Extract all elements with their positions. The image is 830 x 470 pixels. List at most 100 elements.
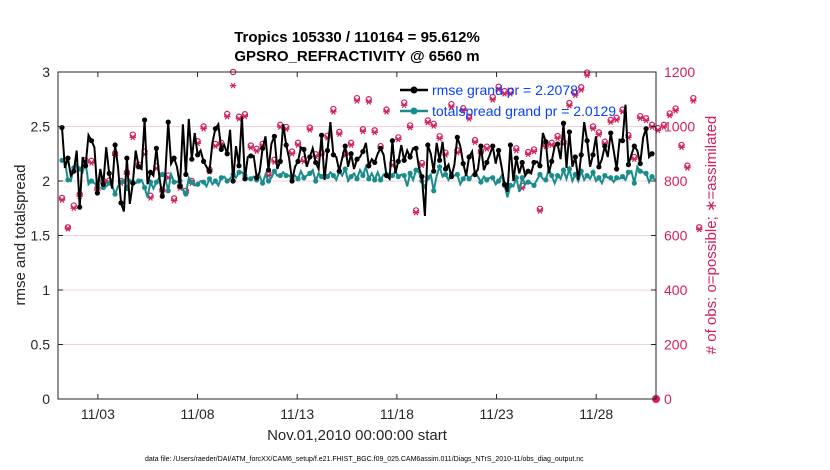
obs-assimilated-marker xyxy=(536,208,544,214)
rmse-point xyxy=(130,180,136,186)
rmse-point xyxy=(118,200,124,206)
obs-assimilated-marker xyxy=(253,148,260,154)
totalspread-point xyxy=(318,174,325,180)
obs-assimilated-marker xyxy=(507,90,514,97)
rmse-point xyxy=(478,143,484,149)
rmse-point xyxy=(336,168,342,174)
rmse-point xyxy=(136,164,142,170)
rmse-point xyxy=(490,143,496,149)
totalspread-point xyxy=(395,174,401,180)
totalspread-point xyxy=(354,176,360,182)
rmse-point xyxy=(566,129,573,135)
totalspread-point xyxy=(212,178,218,184)
totalspread-point xyxy=(330,172,336,179)
totalspread-point xyxy=(236,169,242,175)
y-tick-label: 2.5 xyxy=(31,119,51,135)
totalspread-point xyxy=(348,174,354,180)
rmse-point xyxy=(448,174,455,180)
rmse-point xyxy=(602,143,608,149)
rmse-point xyxy=(183,171,189,178)
rmse-point xyxy=(378,145,384,151)
totalspread-point xyxy=(531,182,537,188)
obs-assimilated-marker xyxy=(247,144,254,151)
totalspread-point xyxy=(224,178,230,184)
x-tick-label: 11/13 xyxy=(280,406,314,422)
rmse-point xyxy=(124,155,130,161)
rmse-point xyxy=(531,159,537,166)
totalspread-point xyxy=(301,175,307,181)
totalspread-point xyxy=(602,172,608,179)
obs-assimilated-marker xyxy=(554,135,561,142)
obs-assimilated-marker xyxy=(578,87,585,93)
x-tick-label: 11/03 xyxy=(81,406,115,422)
rmse-point xyxy=(543,139,549,145)
obs-assimilated-marker xyxy=(353,97,361,104)
totalspread-point xyxy=(560,167,567,173)
totalspread-point xyxy=(631,180,637,186)
rmse-point xyxy=(608,130,614,136)
rmse-point xyxy=(248,153,254,159)
totalspread-point xyxy=(614,175,620,181)
rmse-point xyxy=(631,143,637,149)
y-tick-label: 1 xyxy=(42,282,50,298)
totalspread-point xyxy=(366,176,372,182)
rmse-point xyxy=(431,168,437,174)
obs-assimilated-marker xyxy=(524,151,532,158)
y-tick-label: 0.5 xyxy=(31,337,51,353)
totalspread-point xyxy=(313,178,319,184)
y-tick-label: 2 xyxy=(42,173,50,189)
obs-assimilated-marker xyxy=(223,113,231,120)
rmse-point xyxy=(484,159,490,166)
obs-assimilated-marker xyxy=(613,117,620,123)
totalspread-point xyxy=(200,179,207,185)
obs-assimilated-marker xyxy=(637,115,644,122)
totalspread-point xyxy=(342,166,348,172)
rmse-point xyxy=(525,168,531,174)
rmse-point xyxy=(572,154,578,160)
rmse-point xyxy=(360,148,366,155)
rmse-point xyxy=(277,158,283,164)
x-tick-label: 11/18 xyxy=(380,406,414,422)
obs-assimilated-marker xyxy=(330,108,337,115)
rmse-point xyxy=(106,170,112,176)
y-axis-label: rmse and totalspread xyxy=(12,165,29,306)
legend: rmse grand pr = 2.2078 totalspread grand… xyxy=(400,82,616,119)
totalspread-point xyxy=(277,172,283,179)
totalspread-point xyxy=(649,174,655,180)
obs-assimilated-marker xyxy=(530,148,538,155)
totalspread-point xyxy=(141,184,148,191)
obs-assimilated-marker xyxy=(583,72,591,79)
right-y-axis-label: # of obs: o=possible; ∗=assimilated xyxy=(703,116,720,355)
totalspread-point xyxy=(454,171,460,178)
rmse-point xyxy=(100,181,106,187)
legend-label-totalspread: totalspread grand pr = 2.0129 xyxy=(432,103,616,119)
obs-assimilated-marker xyxy=(70,205,77,212)
totalspread-point xyxy=(590,169,596,175)
obs-assimilated-marker xyxy=(147,194,154,201)
rmse-point xyxy=(82,163,89,169)
rmse-point xyxy=(425,142,431,148)
rmse-point xyxy=(301,146,307,152)
rmse-point xyxy=(289,178,295,184)
rmse-point xyxy=(171,155,177,161)
obs-assimilated-marker xyxy=(430,123,437,129)
obs-assimilated-marker xyxy=(200,125,207,132)
obs-assimilated-marker xyxy=(607,119,614,126)
rmse-point xyxy=(619,138,626,144)
obs-assimilated-marker xyxy=(371,129,378,136)
x-tick-label: 11/08 xyxy=(181,406,215,422)
rmse-point xyxy=(295,158,301,164)
obs-assimilated-marker xyxy=(566,102,573,109)
rmse-point xyxy=(590,152,596,158)
rmse-point xyxy=(513,155,519,161)
totalspread-point xyxy=(378,177,384,183)
rmse-point xyxy=(372,159,378,166)
obs-assimilated-marker xyxy=(424,119,432,126)
totalspread-point xyxy=(259,180,266,186)
rmse-point xyxy=(200,158,207,164)
obs-assimilated-marker xyxy=(648,124,656,130)
right-y-tick-label: 1200 xyxy=(664,64,695,80)
totalspread-point xyxy=(543,177,549,183)
rmse-point xyxy=(165,119,171,125)
rmse-point xyxy=(224,151,230,157)
